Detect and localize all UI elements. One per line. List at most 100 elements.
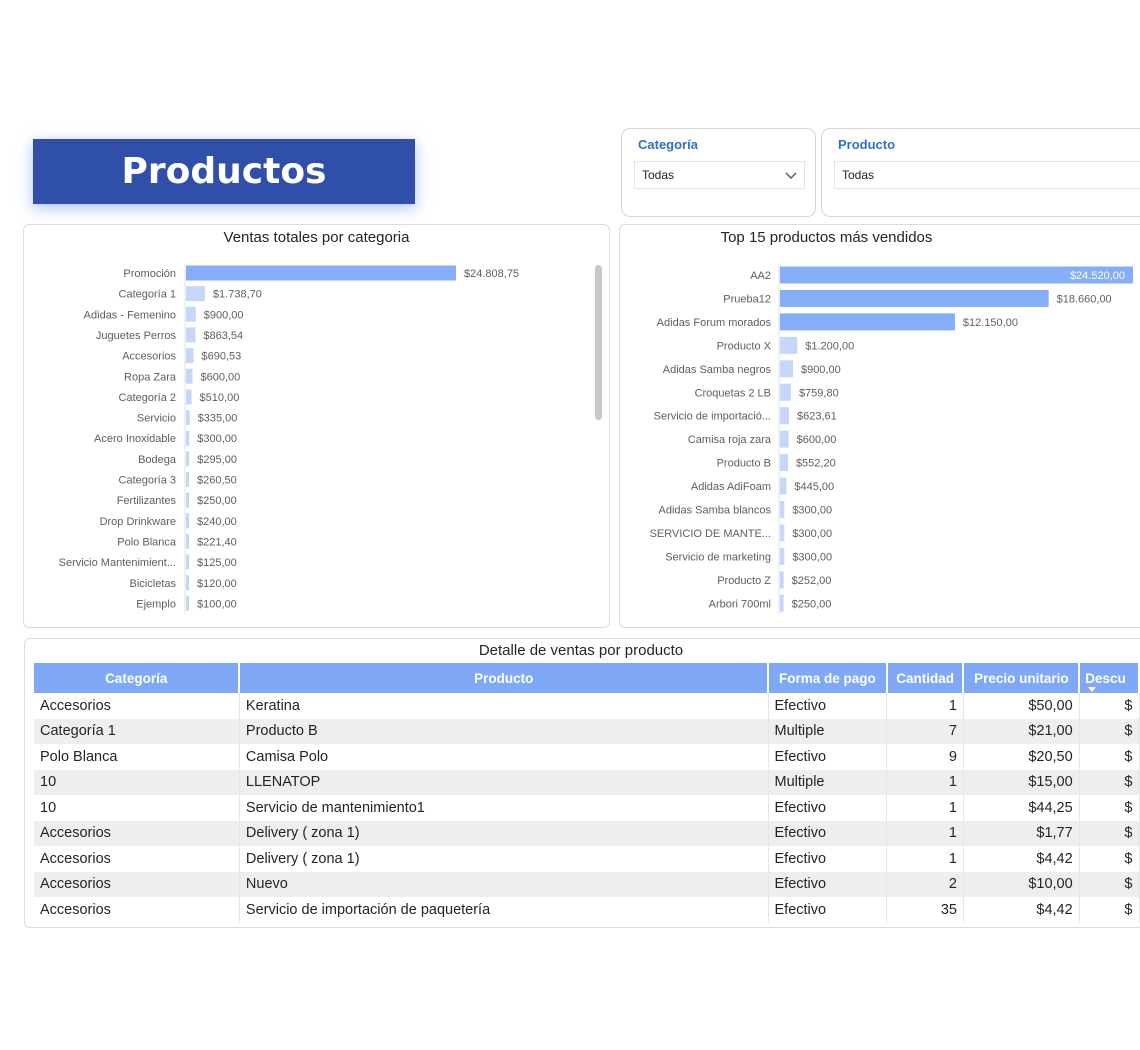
table-row[interactable]: Polo Blanca Camisa Polo Efectivo 9 $20,50 $ (34, 744, 1140, 770)
category-data-label: $295,00 (197, 454, 237, 466)
product-bar[interactable] (780, 313, 955, 331)
table-row[interactable]: Categoría 1 Producto B Multiple 7 $21,00 $ (34, 718, 1140, 744)
product-tick-label: Producto Z (717, 575, 771, 587)
category-tick-label: Categoría 1 (119, 289, 176, 301)
category-bar[interactable] (186, 513, 189, 529)
table-cell: Efectivo (768, 795, 888, 821)
table-cell: Delivery ( zona 1) (239, 846, 769, 872)
product-tick-label: Croquetas 2 LB (695, 387, 771, 399)
category-bar[interactable] (186, 389, 192, 405)
category-bar[interactable] (186, 265, 456, 281)
category-tick-label: Polo Blanca (117, 536, 177, 548)
top-products-chart: AA2 $24.520,00 Prueba12 $18.660,00 Adidas Fo… (650, 264, 1133, 614)
category-tick-label: Fertilizantes (117, 495, 177, 507)
category-bar[interactable] (186, 430, 190, 446)
category-data-label: $125,00 (197, 557, 237, 569)
category-bar[interactable] (186, 410, 190, 426)
product-bar[interactable] (780, 266, 1133, 284)
product-bar[interactable] (780, 430, 789, 448)
chart-scrollbar[interactable] (595, 265, 602, 420)
category-tick-label: Bicicletas (130, 578, 177, 590)
product-tick-label: Producto X (717, 340, 772, 352)
column-header[interactable]: Precio unitario (963, 663, 1081, 693)
category-data-label: $900,00 (204, 309, 244, 321)
table-cell: Producto B (239, 718, 769, 744)
table-row[interactable]: Accesorios Delivery ( zona 1) Efectivo 1 $1,… (34, 820, 1140, 846)
category-bar[interactable] (186, 286, 205, 302)
table-cell: $20,50 (963, 744, 1080, 770)
product-data-label: $900,00 (801, 364, 841, 376)
category-sales-title: Ventas totales por categoria (223, 229, 410, 246)
product-data-label: $252,00 (792, 575, 832, 587)
category-bar[interactable] (186, 327, 196, 343)
table-row[interactable]: Accesorios Delivery ( zona 1) Efectivo 1 $4,… (34, 846, 1140, 872)
column-header[interactable]: Categoría (34, 663, 241, 693)
category-bar[interactable] (186, 595, 189, 611)
column-header[interactable]: Cantidad (886, 663, 965, 693)
product-bar[interactable] (780, 594, 784, 612)
chevron-down-icon[interactable] (784, 169, 798, 183)
table-cell: 2 (886, 871, 964, 897)
product-bar[interactable] (780, 547, 785, 565)
category-data-label: $600,00 (201, 371, 241, 383)
product-bar[interactable] (780, 501, 785, 518)
category-bar[interactable] (186, 451, 190, 467)
table-cell: Efectivo (768, 897, 888, 923)
table-cell: Delivery ( zona 1) (239, 820, 769, 846)
table-cell: $21,00 (963, 718, 1080, 744)
product-data-label: $759,80 (799, 387, 839, 399)
product-data-label: $623,61 (797, 411, 837, 423)
product-data-label: $300,00 (792, 528, 832, 540)
product-bar[interactable] (780, 383, 791, 401)
table-cell: $4,42 (963, 846, 1080, 872)
product-bar[interactable] (780, 571, 784, 589)
sort-desc-icon[interactable] (1088, 687, 1097, 692)
product-bar[interactable] (780, 524, 785, 542)
table-row[interactable]: 10 LLENATOP Multiple 1 $15,00 $ (34, 769, 1140, 795)
category-bar[interactable] (186, 348, 194, 364)
category-tick-label: Bodega (138, 454, 177, 466)
product-tick-label: Producto B (717, 458, 771, 470)
product-bar[interactable] (780, 360, 793, 378)
table-cell: Categoría 1 (34, 718, 240, 744)
product-bar[interactable] (780, 336, 798, 354)
column-header[interactable]: Descu (1079, 663, 1140, 693)
category-data-label: $690,53 (202, 351, 242, 363)
product-tick-label: Servicio de importació... (654, 411, 771, 423)
table-cell: $4,42 (963, 897, 1080, 923)
category-bar[interactable] (186, 554, 189, 570)
category-bar[interactable] (186, 368, 193, 384)
table-cell: Efectivo (768, 820, 888, 846)
product-bar[interactable] (780, 407, 789, 425)
category-slicer-label: Categoría (638, 137, 698, 152)
product-slicer: Producto Todas (821, 128, 1140, 217)
product-tick-label: Adidas AdiFoam (691, 481, 771, 493)
product-data-label: $445,00 (794, 481, 834, 493)
table-row[interactable]: Accesorios Nuevo Efectivo 2 $10,00 $ (34, 871, 1140, 897)
category-bar[interactable] (186, 492, 189, 508)
table-cell: 9 (886, 744, 964, 770)
table-row[interactable]: Accesorios Keratina Efectivo 1 $50,00 $ (34, 693, 1140, 719)
table-row[interactable]: 10 Servicio de mantenimiento1 Efectivo 1 $44… (34, 795, 1140, 821)
category-bar[interactable] (186, 472, 189, 487)
table-cell: $44,25 (963, 795, 1080, 821)
category-bar[interactable] (186, 306, 196, 322)
column-header[interactable]: Producto (239, 663, 770, 693)
table-cell: Polo Blanca (34, 744, 240, 770)
column-header[interactable]: Forma de pago (768, 663, 888, 693)
product-bar[interactable] (780, 454, 788, 472)
product-bar[interactable] (780, 289, 1049, 307)
category-dropdown[interactable]: Todas (634, 161, 805, 189)
table-cell: $ (1079, 795, 1140, 821)
product-bar[interactable] (780, 477, 787, 495)
category-bar[interactable] (186, 575, 189, 591)
table-row[interactable]: Accesorios Servicio de importación de paq… (34, 897, 1140, 923)
product-dropdown[interactable]: Todas (834, 161, 1140, 189)
category-bar[interactable] (186, 533, 189, 549)
category-data-label: $100,00 (197, 598, 237, 610)
product-tick-label: AA2 (750, 270, 771, 282)
table-cell: 1 (886, 693, 964, 719)
category-data-label: $335,00 (198, 413, 238, 425)
table-cell: 10 (34, 769, 240, 795)
table-cell: Efectivo (768, 744, 888, 770)
